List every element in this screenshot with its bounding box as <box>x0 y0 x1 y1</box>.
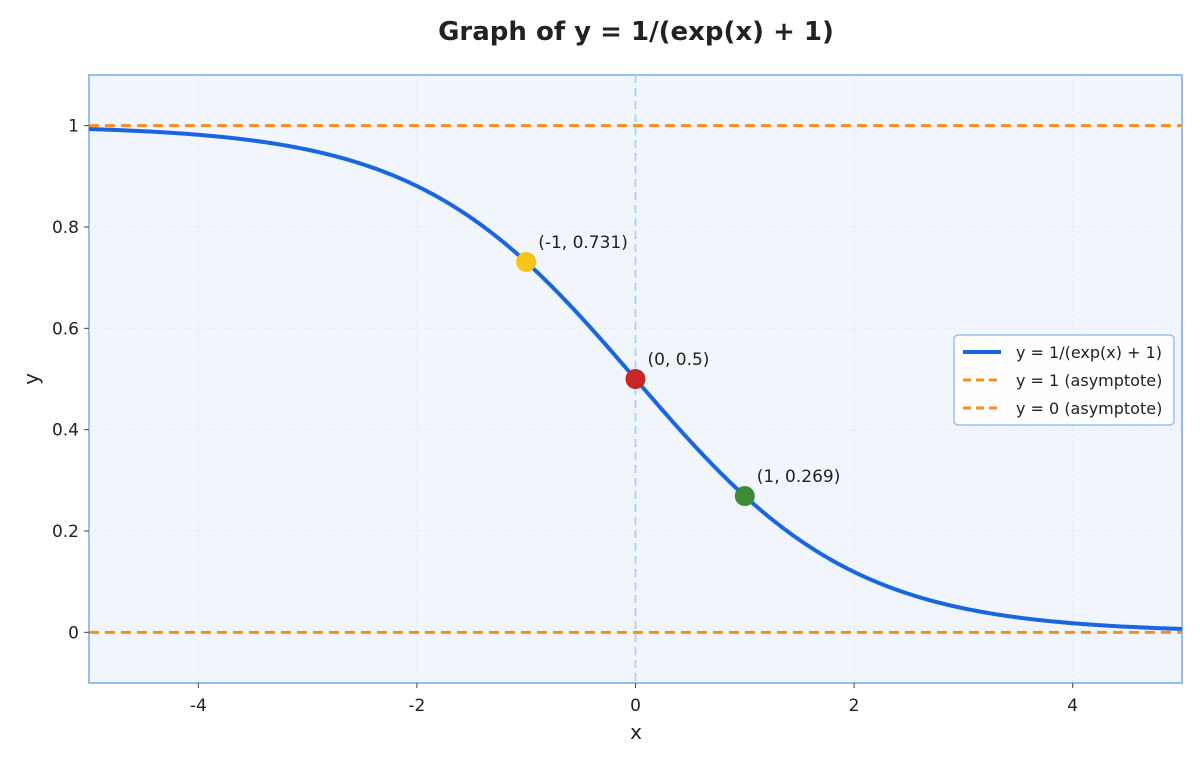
highlight-point <box>734 486 755 507</box>
point-label: (1, 0.269) <box>757 467 841 487</box>
y-tick-label: 0.6 <box>52 319 79 339</box>
y-tick-label: 0 <box>68 623 79 643</box>
points-layer: (-1, 0.731) (0, 0.5) (1, 0.269) <box>516 233 841 507</box>
y-tick-label: 1 <box>68 117 79 137</box>
x-axis-ticks: -4 -2 0 2 4 <box>190 683 1078 716</box>
y-tick-label: 0.2 <box>52 522 79 542</box>
legend: y = 1/(exp(x) + 1) y = 1 (asymptote) y = 0… <box>953 334 1175 426</box>
y-tick-label: 0.8 <box>52 218 79 238</box>
highlight-point <box>625 369 646 389</box>
legend-label: y = 0 (asymptote) <box>1016 399 1162 418</box>
point-label: (0, 0.5) <box>648 350 710 370</box>
y-axis-ticks: 0 0.2 0.4 0.6 0.8 1 <box>52 117 89 643</box>
x-tick-label: 0 <box>630 696 641 716</box>
y-axis-label: y <box>19 373 43 385</box>
y-tick-label: 0.4 <box>52 421 79 441</box>
chart-title: Graph of y = 1/(exp(x) + 1) <box>438 17 834 47</box>
legend-box <box>953 334 1175 426</box>
highlight-point <box>516 251 537 272</box>
x-tick-label: 2 <box>849 696 860 716</box>
x-tick-label: -4 <box>190 696 207 716</box>
point-label: (-1, 0.731) <box>538 233 628 253</box>
legend-label: y = 1 (asymptote) <box>1016 371 1162 390</box>
x-tick-label: 4 <box>1067 696 1078 716</box>
x-axis-label: x <box>630 720 642 744</box>
x-tick-label: -2 <box>408 696 425 716</box>
legend-label: y = 1/(exp(x) + 1) <box>1016 343 1162 362</box>
